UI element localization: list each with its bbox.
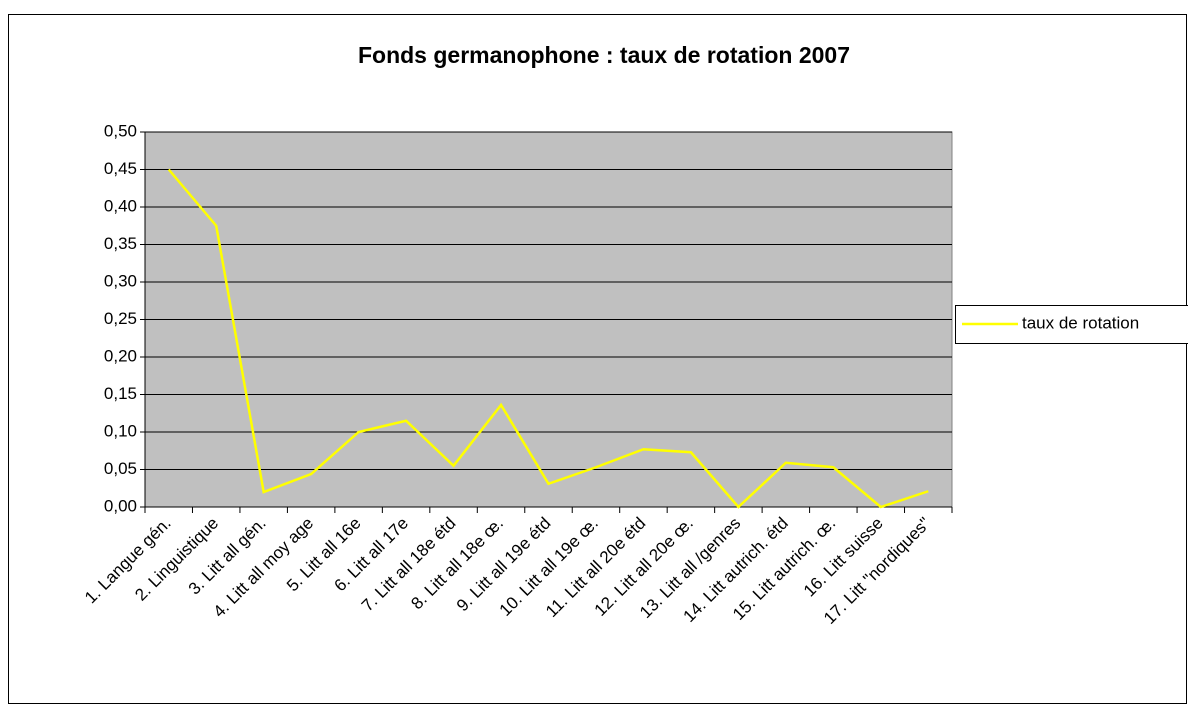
- y-tick-label: 0,25: [104, 309, 137, 328]
- y-tick-label: 0,15: [104, 384, 137, 403]
- chart-title: Fonds germanophone : taux de rotation 20…: [358, 42, 850, 68]
- y-tick-label: 0,40: [104, 196, 137, 215]
- y-tick-label: 0,20: [104, 346, 137, 365]
- y-tick-label: 0,00: [104, 496, 137, 515]
- y-tick-label: 0,35: [104, 234, 137, 253]
- y-tick-label: 0,30: [104, 271, 137, 290]
- y-tick-label: 0,45: [104, 159, 137, 178]
- y-tick-label: 0,10: [104, 421, 137, 440]
- y-tick-label: 0,05: [104, 459, 137, 478]
- legend-label: taux de rotation: [1022, 313, 1139, 332]
- y-tick-label: 0,50: [104, 121, 137, 140]
